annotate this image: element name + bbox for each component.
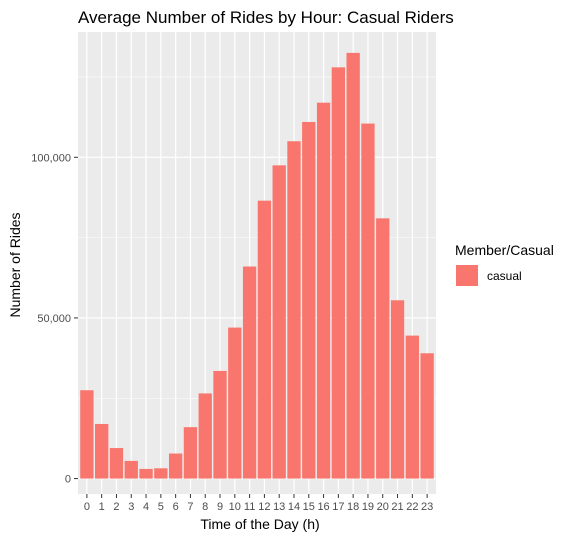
bar-hour-16: [316, 102, 331, 479]
x-axis-title: Time of the Day (h): [200, 516, 319, 532]
x-tick-label: 19: [362, 501, 374, 513]
y-tick-label: 50,000: [37, 313, 71, 325]
bar-hour-23: [420, 353, 434, 479]
x-tick-label: 17: [332, 501, 344, 513]
x-tick-label: 16: [317, 501, 329, 513]
bar-hour-9: [213, 370, 227, 479]
x-tick-label: 23: [421, 501, 433, 513]
bar-hour-0: [80, 390, 94, 479]
x-tick-label: 0: [84, 501, 90, 513]
bar-hour-2: [109, 448, 124, 479]
x-tick-label: 10: [229, 501, 241, 513]
x-tick-label: 1: [99, 501, 105, 513]
x-tick-label: 2: [113, 501, 119, 513]
x-tick-label: 5: [158, 501, 164, 513]
bar-hour-17: [331, 67, 346, 479]
y-axis-title: Number of Rides: [7, 212, 23, 317]
bar-hour-13: [272, 165, 286, 479]
x-tick-label: 7: [187, 501, 193, 513]
legend-label-casual: casual: [487, 269, 522, 283]
x-axis: 0 1 2 3 4 5 6 7 8 9 10 11 12 13 14 15 16 17 18 19 20 21 22 23: [84, 494, 433, 513]
x-tick-label: 18: [347, 501, 359, 513]
bar-hour-22: [405, 335, 419, 479]
bar-hour-4: [139, 468, 153, 479]
legend-key: [456, 265, 478, 286]
chart-title: Average Number of Rides by Hour: Casual …: [78, 8, 454, 27]
bar-hour-5: [154, 468, 168, 479]
bar-hour-18: [346, 52, 360, 479]
bar-hour-14: [287, 141, 301, 479]
x-tick-label: 9: [217, 501, 223, 513]
x-tick-label: 13: [273, 501, 285, 513]
bars: [80, 52, 434, 479]
x-tick-label: 6: [173, 501, 179, 513]
bar-hour-12: [257, 200, 272, 479]
x-tick-label: 14: [288, 501, 300, 513]
bar-hour-6: [168, 453, 183, 479]
x-tick-label: 4: [143, 501, 149, 513]
y-tick-label: 100,000: [31, 152, 71, 164]
x-tick-label: 8: [202, 501, 208, 513]
y-tick-label: 0: [65, 474, 71, 486]
x-tick-label: 15: [303, 501, 315, 513]
legend: Member/Casual casual: [455, 242, 554, 286]
x-tick-label: 20: [377, 501, 389, 513]
x-tick-label: 12: [258, 501, 270, 513]
bar-hour-3: [124, 460, 138, 479]
bar-hour-19: [361, 123, 375, 479]
bar-hour-1: [95, 423, 109, 479]
x-tick-label: 3: [128, 501, 134, 513]
bar-hour-21: [390, 300, 405, 479]
x-tick-label: 21: [391, 501, 403, 513]
legend-title: Member/Casual: [455, 242, 554, 258]
y-axis: 0 50,000 100,000: [31, 152, 78, 486]
bar-hour-11: [242, 266, 257, 479]
bar-hour-20: [376, 218, 390, 479]
bar-hour-10: [228, 327, 242, 479]
bar-hour-7: [183, 427, 198, 479]
x-tick-label: 11: [244, 501, 255, 513]
bar-hour-8: [198, 393, 212, 479]
bar-hour-15: [302, 121, 316, 479]
x-tick-label: 22: [406, 501, 418, 513]
